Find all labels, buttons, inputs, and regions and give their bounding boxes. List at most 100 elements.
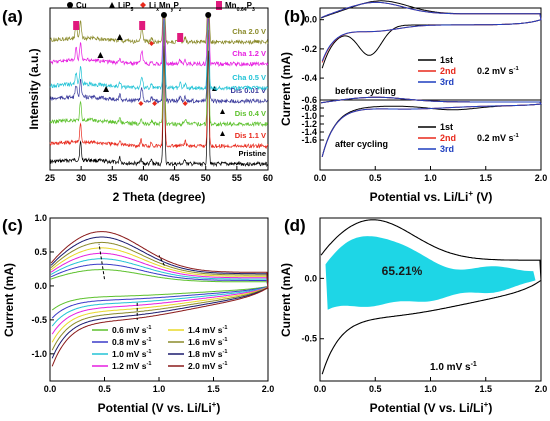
- panel-d: (d) 0.0 0.5 1.0 1.5 2.0 0.0 -0.5 65.21% 1.0 mV…: [279, 216, 547, 415]
- series-label-a-6: Cha 2.0 V: [232, 27, 266, 36]
- x-tick-label-c: 0.0: [44, 384, 57, 394]
- cv-before-2: [320, 1, 542, 62]
- panel-label-c: (c): [2, 216, 23, 235]
- legend-c-label-part: 1.2 mV s: [112, 361, 147, 371]
- legend-b-before-label: 3rd: [440, 77, 454, 87]
- capacitive-fill: [325, 236, 536, 310]
- series-label-a-4: Cha 0.5 V: [232, 73, 266, 82]
- cv-rate-7: [50, 231, 269, 367]
- legend-a-2-label-part: Mn: [159, 1, 171, 10]
- lip5-marker-a: [220, 131, 225, 136]
- legend-a-2-label-part: x: [156, 7, 159, 13]
- xlabel-a: 2 Theta (degree): [113, 190, 206, 204]
- legend-b-after-label: 1st: [440, 122, 453, 132]
- y-tick-label-b: -1.0: [301, 111, 317, 121]
- legend-c-label-part: -1: [147, 325, 152, 331]
- x-tick-label-a: 40: [138, 173, 148, 183]
- xrd-series-5: [49, 17, 269, 68]
- series-label-a-2: Dis 0.4 V: [235, 109, 266, 118]
- xrd-series-3: [49, 17, 268, 105]
- xlabel-c-suffix: ): [216, 401, 220, 415]
- series-label-a-5: Cha 1.2 V: [232, 49, 266, 58]
- lixmnypz-marker-a: [149, 41, 155, 46]
- x-tick-label-c: 2.0: [262, 384, 275, 394]
- legend-c-label-part: 2.0 mV s: [188, 361, 223, 371]
- legend-c-label-part: -1: [147, 349, 152, 355]
- legend-c: 0.6 mV s-10.8 mV s-11.0 mV s-11.2 mV s-1…: [92, 325, 227, 371]
- xlabel-c-sup: +: [212, 400, 217, 409]
- cv-rate-5: [50, 241, 269, 351]
- legend-c-label-part: 0.8 mV s: [112, 337, 147, 347]
- legend-c-label-part: 1.8 mV s: [188, 349, 223, 359]
- panel-c: (c) 0.0 0.5 1.0 1.5 2.0 1.0 0.5 0.0 -0.5 -1.0 0.6…: [2, 213, 274, 415]
- rate-label-b-after-part: 0.2 mV s: [477, 133, 514, 143]
- x-tick-label-a: 50: [201, 173, 211, 183]
- lixmnypz-marker-a: [152, 101, 158, 106]
- annotation-b-before: before cycling: [335, 86, 396, 96]
- x-tick-label-d: 1.0: [424, 384, 437, 394]
- legend-b-after-label: 3rd: [440, 144, 454, 154]
- y-tick-label-d: 0.0: [304, 273, 317, 283]
- y-tick-label-b: 0.0: [304, 15, 317, 25]
- panel-label-a: (a): [2, 7, 23, 26]
- x-tick-label-b: 0.0: [314, 173, 327, 183]
- legend-c-label-part: -1: [223, 337, 228, 343]
- panel-label-d: (d): [284, 216, 306, 235]
- x-tick-label-c: 0.5: [98, 384, 111, 394]
- cv-before-0: [320, 0, 542, 69]
- legend-c-label: 1.4 mV s-1: [188, 325, 227, 335]
- axis-a: 25 30 35 40 45 50 55 60: [45, 166, 273, 183]
- x-tick-label-a: 25: [45, 173, 55, 183]
- series-label-a-0: Pristine: [238, 149, 266, 158]
- x-tick-label-d: 0.0: [314, 384, 327, 394]
- y-tick-label-b: -1.6: [301, 135, 317, 145]
- legend-a-1-marker: [109, 2, 115, 8]
- mn064p3-marker-a: [139, 21, 146, 30]
- y-tick-label-b: -0.6: [301, 95, 317, 105]
- lip5-marker-a: [116, 34, 123, 40]
- mn064p3-marker-a: [177, 33, 184, 42]
- y-tick-label-b: -1.4: [301, 127, 317, 137]
- y-tick-label-b: -0.2: [301, 44, 317, 54]
- legend-c-label-part: 1.6 mV s: [188, 337, 223, 347]
- xrd-series-6: [49, 17, 269, 46]
- legend-c-label-part: -1: [223, 325, 228, 331]
- legend-b-before-label: 2nd: [440, 66, 456, 76]
- legend-c-label-part: 1.4 mV s: [188, 325, 223, 335]
- y-tick-label-b: -1.2: [301, 119, 317, 129]
- legend-a-0-label-part: Cu: [76, 1, 87, 10]
- x-tick-label-a: 35: [107, 173, 117, 183]
- legend-b-after-label: 2nd: [440, 133, 456, 143]
- axis-b: 0.0 0.5 1.0 1.5 2.00.0-0.2-0.4-0.6-0.8-1.0-1…: [301, 15, 547, 183]
- xrd-series-1: [49, 26, 269, 150]
- xrd-series-0: [50, 45, 269, 168]
- legend-c-label: 0.6 mV s-1: [112, 325, 151, 335]
- ylabel-d: Current (mA): [279, 263, 293, 337]
- x-tick-label-b: 0.5: [369, 173, 382, 183]
- lixmnypz-marker-a: [138, 101, 144, 106]
- ylabel-b: Current (mA): [279, 52, 293, 126]
- legend-c-label: 1.6 mV s-1: [188, 337, 227, 347]
- legend-a-3-label-part: 3: [252, 7, 255, 13]
- lip5-marker-a: [220, 109, 225, 114]
- legend-a-3-label-part: 0.64: [237, 7, 247, 13]
- rate-label-d: 1.0 mV s-1: [430, 361, 477, 373]
- axis-c: 0.0 0.5 1.0 1.5 2.0 1.0 0.5 0.0 -0.5 -1.0: [31, 213, 274, 394]
- cv-rate-0: [50, 269, 269, 311]
- cu-marker-a: [160, 12, 167, 18]
- y-tick-label-d: -0.5: [301, 334, 317, 344]
- legend-b-before-label: 1st: [440, 55, 453, 65]
- legend-a-0-marker: [67, 2, 73, 8]
- xlabel-b-sup: +: [468, 189, 473, 198]
- lixmnypz-marker-a: [182, 101, 188, 106]
- x-tick-label-b: 1.0: [424, 173, 437, 183]
- x-tick-label-d: 1.5: [479, 384, 492, 394]
- x-tick-label-b: 1.5: [479, 173, 492, 183]
- x-tick-label-c: 1.5: [207, 384, 220, 394]
- legend-a-2-label-part: y: [171, 7, 174, 13]
- legend-a-2-label-part: Li: [149, 1, 156, 10]
- legend-a-2-label-part: P: [173, 1, 179, 10]
